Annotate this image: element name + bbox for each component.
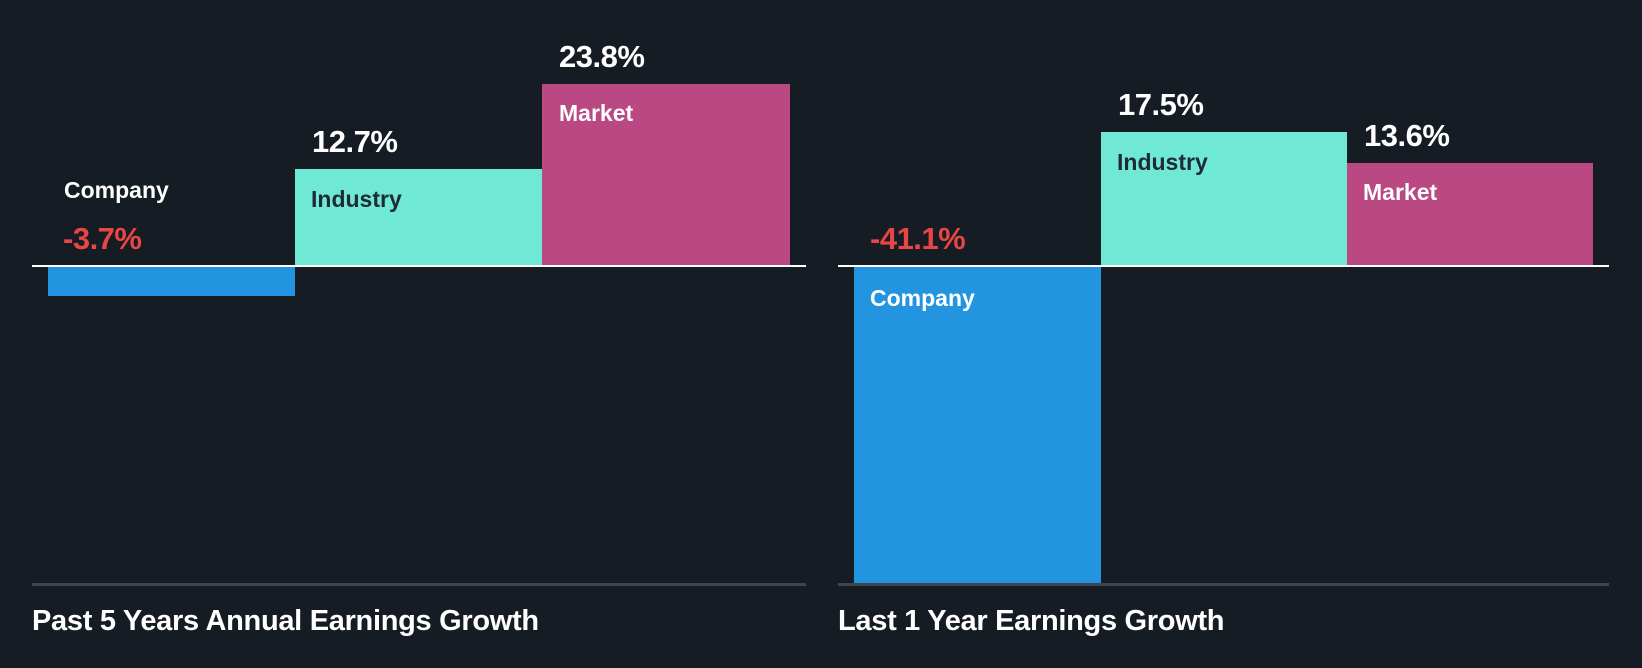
bar-label-industry: Industry xyxy=(311,186,402,212)
bar-industry xyxy=(295,169,542,266)
bar-label-company: Company xyxy=(870,285,975,311)
base-axis-line xyxy=(32,583,806,586)
zero-axis-line xyxy=(838,265,1609,267)
bar-value-company: -41.1% xyxy=(870,221,966,256)
chart-past-5-years: Company -3.7% 12.7% Industry 23.8% Marke… xyxy=(32,39,806,637)
bar-value-market: 13.6% xyxy=(1364,118,1450,153)
base-axis-line xyxy=(838,583,1609,586)
bar-label-market: Market xyxy=(1363,179,1438,205)
bar-value-industry: 17.5% xyxy=(1118,87,1204,122)
chart-title: Last 1 Year Earnings Growth xyxy=(838,605,1225,637)
bar-value-industry: 12.7% xyxy=(312,124,398,159)
chart-title: Past 5 Years Annual Earnings Growth xyxy=(32,605,539,637)
bar-label-company: Company xyxy=(64,177,169,203)
chart-last-1-year: -41.1% Company 17.5% Industry 13.6% Mark… xyxy=(821,0,1642,668)
zero-axis-line xyxy=(32,265,806,267)
bar-company xyxy=(48,267,295,296)
bar-value-company: -3.7% xyxy=(63,221,142,256)
bar-industry xyxy=(1101,132,1347,266)
bar-market xyxy=(1347,163,1593,266)
bar-market xyxy=(542,84,790,266)
bar-company xyxy=(854,267,1101,584)
bar-value-market: 23.8% xyxy=(559,39,645,74)
bar-label-industry: Industry xyxy=(1117,149,1208,175)
bar-label-market: Market xyxy=(559,100,634,126)
